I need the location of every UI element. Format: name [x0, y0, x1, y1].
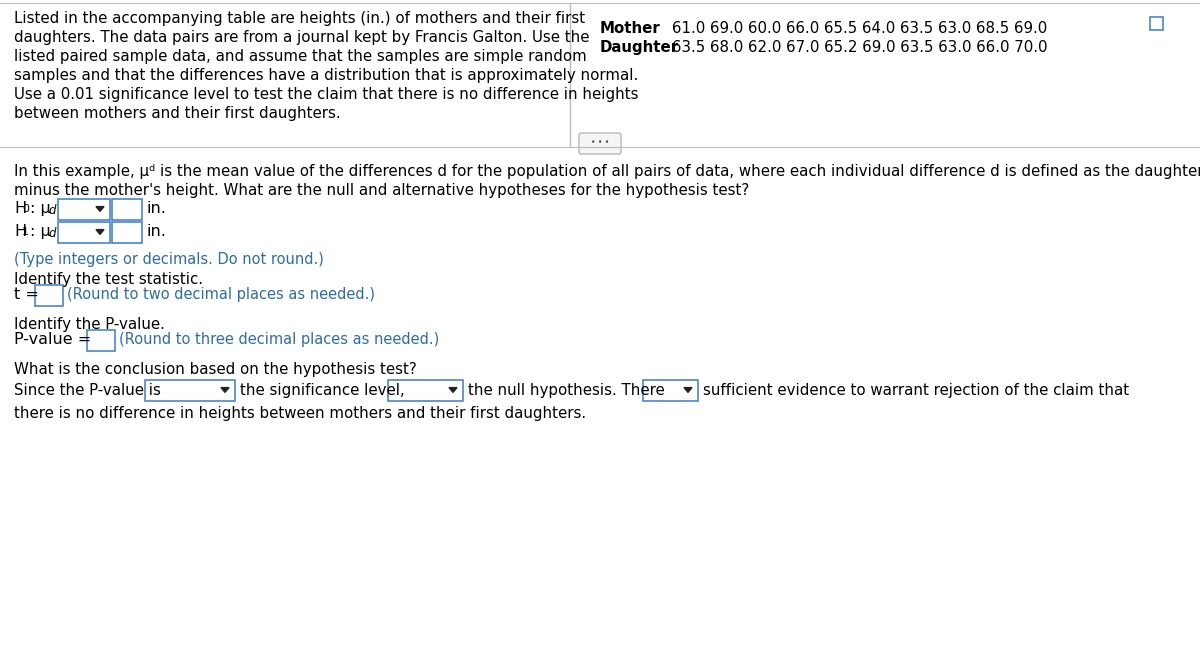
Text: : μ: : μ	[30, 201, 50, 216]
Text: samples and that the differences have a distribution that is approximately norma: samples and that the differences have a …	[14, 68, 638, 83]
Text: : μ: : μ	[30, 224, 50, 239]
FancyBboxPatch shape	[1150, 17, 1163, 30]
Text: 1: 1	[22, 227, 29, 237]
Text: daughters. The data pairs are from a journal kept by Francis Galton. Use the: daughters. The data pairs are from a jou…	[14, 30, 589, 45]
FancyBboxPatch shape	[58, 222, 110, 242]
Polygon shape	[449, 387, 457, 393]
FancyBboxPatch shape	[145, 379, 235, 401]
FancyBboxPatch shape	[112, 222, 142, 242]
Text: minus the mother's height. What are the null and alternative hypotheses for the : minus the mother's height. What are the …	[14, 183, 749, 198]
Text: listed paired sample data, and assume that the samples are simple random: listed paired sample data, and assume th…	[14, 49, 587, 64]
Text: between mothers and their first daughters.: between mothers and their first daughter…	[14, 106, 341, 121]
Text: d: d	[48, 227, 55, 240]
Text: What is the conclusion based on the hypothesis test?: What is the conclusion based on the hypo…	[14, 362, 416, 377]
Text: (Round to two decimal places as needed.): (Round to two decimal places as needed.)	[67, 287, 374, 302]
Text: Identify the test statistic.: Identify the test statistic.	[14, 272, 203, 287]
Text: in.: in.	[146, 201, 166, 216]
Text: 61.0 69.0 60.0 66.0 65.5 64.0 63.5 63.0 68.5 69.0: 61.0 69.0 60.0 66.0 65.5 64.0 63.5 63.0 …	[672, 21, 1048, 36]
Text: in.: in.	[146, 224, 166, 239]
Text: d: d	[48, 204, 55, 217]
FancyBboxPatch shape	[112, 199, 142, 220]
Text: In this example, μᵈ is the mean value of the differences d for the population of: In this example, μᵈ is the mean value of…	[14, 164, 1200, 179]
Text: H: H	[14, 201, 26, 216]
Text: (Type integers or decimals. Do not round.): (Type integers or decimals. Do not round…	[14, 252, 324, 267]
Text: the null hypothesis. There: the null hypothesis. There	[468, 383, 665, 398]
Text: sufficient evidence to warrant rejection of the claim that: sufficient evidence to warrant rejection…	[703, 383, 1129, 398]
FancyBboxPatch shape	[388, 379, 463, 401]
Text: Identify the P-value.: Identify the P-value.	[14, 317, 164, 332]
FancyBboxPatch shape	[35, 285, 64, 305]
Text: t =: t =	[14, 287, 38, 302]
Text: Use a 0.01 significance level to test the claim that there is no difference in h: Use a 0.01 significance level to test th…	[14, 87, 638, 102]
Text: Mother: Mother	[600, 21, 661, 36]
FancyBboxPatch shape	[580, 133, 622, 154]
Text: the significance level,: the significance level,	[240, 383, 404, 398]
Polygon shape	[96, 207, 104, 211]
FancyBboxPatch shape	[643, 379, 698, 401]
Text: • • •: • • •	[590, 138, 610, 147]
Text: Listed in the accompanying table are heights (in.) of mothers and their first: Listed in the accompanying table are hei…	[14, 11, 586, 26]
Polygon shape	[221, 387, 229, 393]
Text: 63.5 68.0 62.0 67.0 65.2 69.0 63.5 63.0 66.0 70.0: 63.5 68.0 62.0 67.0 65.2 69.0 63.5 63.0 …	[672, 40, 1048, 55]
Text: Since the P-value is: Since the P-value is	[14, 383, 161, 398]
Text: H: H	[14, 224, 26, 239]
FancyBboxPatch shape	[58, 199, 110, 220]
Text: (Round to three decimal places as needed.): (Round to three decimal places as needed…	[119, 332, 439, 347]
Polygon shape	[96, 230, 104, 234]
Text: there is no difference in heights between mothers and their first daughters.: there is no difference in heights betwee…	[14, 406, 586, 421]
Text: 0: 0	[22, 204, 29, 214]
Polygon shape	[684, 387, 692, 393]
FancyBboxPatch shape	[88, 330, 115, 350]
Text: Daughter: Daughter	[600, 40, 679, 55]
Text: P-value =: P-value =	[14, 332, 91, 347]
